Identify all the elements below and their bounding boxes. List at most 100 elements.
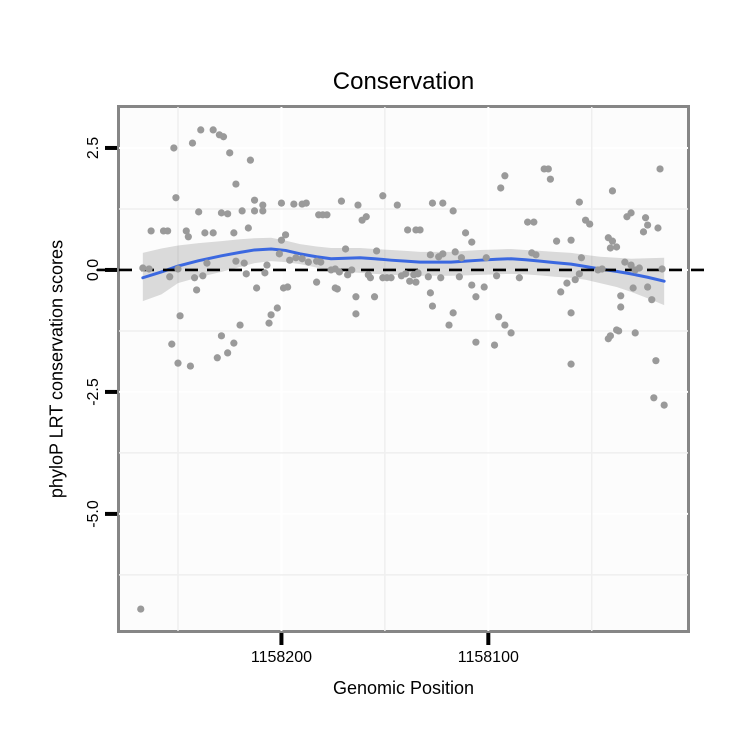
data-point xyxy=(658,265,666,273)
data-point xyxy=(317,258,325,266)
data-point xyxy=(203,259,211,267)
data-point xyxy=(439,250,447,258)
data-point xyxy=(201,229,209,237)
data-point xyxy=(627,209,635,217)
data-point xyxy=(393,201,401,209)
data-point xyxy=(472,293,480,301)
data-point xyxy=(406,277,414,285)
data-point xyxy=(468,281,476,289)
data-point xyxy=(209,229,217,237)
data-point xyxy=(428,199,437,207)
data-point xyxy=(164,227,172,235)
data-point xyxy=(635,264,643,272)
data-point xyxy=(629,284,637,292)
data-point xyxy=(468,238,476,246)
data-point xyxy=(608,237,617,245)
data-point xyxy=(139,264,147,272)
data-point xyxy=(277,236,286,244)
data-point xyxy=(147,227,155,235)
data-point xyxy=(335,268,343,276)
data-point xyxy=(449,309,457,317)
data-point xyxy=(302,199,310,207)
data-point xyxy=(652,357,660,365)
data-point xyxy=(495,313,503,321)
data-point xyxy=(437,274,445,282)
data-point xyxy=(199,272,207,280)
data-point xyxy=(571,276,579,284)
data-point xyxy=(250,207,259,215)
data-point xyxy=(373,247,381,255)
data-point xyxy=(370,293,379,301)
data-point xyxy=(404,226,412,234)
data-point xyxy=(232,257,240,265)
data-point xyxy=(259,207,267,215)
y-tick-label: -2.5 xyxy=(85,378,122,410)
y-tick-label: -5.0 xyxy=(85,500,122,532)
data-point xyxy=(546,175,554,183)
data-point xyxy=(426,251,434,259)
data-point xyxy=(615,327,623,335)
x-tick-label: 1158100 xyxy=(457,649,519,666)
data-point xyxy=(267,311,275,319)
y-tick-label-text: -2.5 xyxy=(85,378,102,406)
data-point xyxy=(501,172,509,180)
data-point xyxy=(654,224,662,232)
data-point xyxy=(298,255,306,263)
data-point xyxy=(265,319,273,327)
data-point xyxy=(238,207,246,215)
data-point xyxy=(182,227,190,235)
data-point xyxy=(648,296,656,304)
data-point xyxy=(457,254,466,262)
data-point xyxy=(586,220,594,228)
data-point xyxy=(617,303,625,311)
x-axis-title: Genomic Position xyxy=(332,678,475,698)
data-point xyxy=(544,165,552,173)
data-point xyxy=(379,192,387,200)
data-point xyxy=(188,139,197,147)
data-point xyxy=(224,349,232,357)
data-point xyxy=(190,274,199,282)
data-point xyxy=(174,265,182,273)
data-point xyxy=(426,289,434,297)
data-point xyxy=(575,270,583,278)
data-point xyxy=(428,302,437,310)
data-point xyxy=(644,283,652,291)
data-point xyxy=(304,258,312,266)
data-point xyxy=(273,304,281,312)
data-point xyxy=(482,254,490,262)
data-point xyxy=(261,269,269,277)
data-point xyxy=(497,184,505,192)
data-point xyxy=(217,209,226,217)
data-point xyxy=(230,339,238,347)
data-point xyxy=(250,196,259,204)
data-point xyxy=(612,243,621,251)
data-point xyxy=(412,278,420,286)
data-point xyxy=(530,218,538,226)
data-point xyxy=(606,244,614,252)
data-point xyxy=(639,228,648,236)
data-point xyxy=(253,284,261,292)
data-point xyxy=(641,214,650,222)
data-point xyxy=(263,261,271,269)
data-point xyxy=(387,274,395,282)
data-point xyxy=(445,321,453,329)
data-point xyxy=(490,341,499,349)
data-point xyxy=(563,279,571,287)
data-point xyxy=(224,210,232,218)
data-point xyxy=(401,270,410,278)
data-point xyxy=(631,329,639,337)
data-point xyxy=(577,254,586,262)
data-point xyxy=(174,359,182,367)
data-point xyxy=(598,265,606,273)
data-point xyxy=(552,237,561,245)
data-point xyxy=(352,310,360,318)
data-point xyxy=(557,288,565,296)
data-point xyxy=(170,144,178,152)
data-point xyxy=(439,199,447,207)
data-point xyxy=(226,149,234,157)
data-point xyxy=(242,270,250,278)
data-point xyxy=(348,266,356,274)
data-point xyxy=(660,401,668,409)
y-tick-label: 0.0 xyxy=(85,259,116,288)
